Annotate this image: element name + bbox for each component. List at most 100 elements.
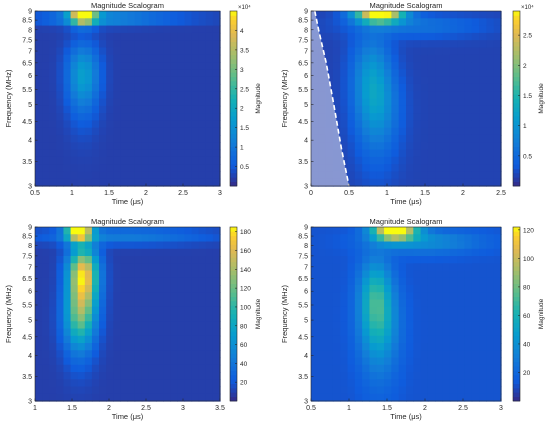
heatmap-cell bbox=[35, 149, 43, 158]
heatmap-cell bbox=[369, 314, 378, 322]
heatmap-cell bbox=[113, 386, 121, 395]
heatmap-cell bbox=[141, 32, 150, 41]
heatmap-cell bbox=[84, 292, 93, 301]
heatmap-cell bbox=[340, 127, 349, 136]
heatmap-cell bbox=[413, 364, 422, 373]
heatmap-cell bbox=[427, 171, 436, 180]
heatmap-cell bbox=[442, 25, 451, 34]
heatmap-cell bbox=[205, 277, 214, 286]
heatmap-cell bbox=[70, 292, 79, 301]
heatmap-cell bbox=[354, 263, 363, 272]
heatmap-cell bbox=[427, 134, 436, 143]
heatmap-cell bbox=[427, 350, 436, 359]
heatmap-cell bbox=[205, 142, 214, 151]
heatmap-cell bbox=[113, 393, 121, 402]
heatmap-cell bbox=[449, 178, 458, 187]
heatmap-cell bbox=[113, 299, 121, 308]
heatmap-cell bbox=[113, 120, 121, 129]
heatmap-cell bbox=[35, 386, 43, 395]
heatmap-cell bbox=[376, 350, 385, 359]
heatmap-cell bbox=[435, 171, 444, 180]
heatmap-cell bbox=[362, 142, 371, 151]
heatmap-cell bbox=[332, 314, 341, 322]
heatmap-cell bbox=[77, 149, 86, 158]
heatmap-cell bbox=[170, 248, 178, 257]
heatmap-cell bbox=[177, 91, 186, 100]
heatmap-cell bbox=[471, 335, 480, 344]
heatmap-cell bbox=[398, 25, 407, 34]
heatmap-cell bbox=[362, 178, 371, 187]
colorbar-exponent: ×10⁴ bbox=[521, 4, 534, 11]
heatmap-cell bbox=[99, 76, 107, 85]
heatmap-cell bbox=[127, 372, 136, 380]
heatmap-cell bbox=[413, 277, 422, 286]
heatmap-cell bbox=[106, 47, 114, 56]
heatmap-cell bbox=[35, 164, 43, 173]
heatmap-cell bbox=[369, 335, 378, 344]
heatmap-cell bbox=[435, 306, 444, 315]
heatmap-cell bbox=[457, 105, 466, 114]
heatmap-cell bbox=[127, 299, 136, 308]
y-tick-label: 7.5 bbox=[22, 253, 32, 260]
heatmap-cell bbox=[127, 285, 136, 293]
heatmap-cell bbox=[427, 343, 436, 351]
heatmap-cell bbox=[311, 248, 319, 257]
heatmap-cell bbox=[49, 393, 57, 402]
heatmap-cell bbox=[457, 98, 466, 107]
heatmap-cell bbox=[120, 32, 129, 41]
heatmap-cell bbox=[493, 350, 502, 359]
heatmap-cell bbox=[184, 248, 193, 257]
heatmap-cell bbox=[198, 277, 207, 286]
heatmap-cell bbox=[427, 149, 436, 158]
heatmap-cell bbox=[134, 113, 143, 121]
heatmap-cell bbox=[384, 18, 392, 27]
heatmap-cell bbox=[493, 40, 502, 49]
heatmap-cell bbox=[106, 321, 114, 330]
heatmap-cell bbox=[99, 248, 107, 257]
heatmap-cell bbox=[486, 227, 495, 235]
heatmap-cell bbox=[340, 83, 349, 92]
heatmap-cell bbox=[212, 149, 221, 158]
colorbar-segment bbox=[230, 107, 237, 113]
heatmap-cell bbox=[435, 372, 444, 380]
heatmap-cell bbox=[205, 62, 214, 70]
heatmap-cell bbox=[354, 91, 363, 100]
heatmap-cell bbox=[471, 306, 480, 315]
heatmap-cell bbox=[177, 248, 186, 257]
heatmap-cell bbox=[449, 54, 458, 63]
heatmap-cell bbox=[70, 270, 79, 279]
heatmap-cell bbox=[148, 69, 157, 78]
heatmap-cell bbox=[205, 263, 214, 272]
heatmap-cell bbox=[63, 127, 72, 136]
heatmap-cell bbox=[106, 306, 114, 315]
heatmap-cell bbox=[77, 263, 86, 272]
heatmap-cell bbox=[155, 98, 164, 107]
colorbar-segment bbox=[513, 85, 520, 91]
heatmap-cell bbox=[170, 120, 178, 129]
heatmap-cell bbox=[471, 379, 480, 388]
heatmap-cell bbox=[120, 69, 129, 78]
heatmap-cell bbox=[384, 32, 392, 41]
colorbar-frame bbox=[512, 226, 521, 402]
heatmap-cell bbox=[464, 335, 473, 344]
heatmap-cell bbox=[84, 62, 93, 70]
y-tick-label: 3.5 bbox=[22, 374, 32, 381]
heatmap-cell bbox=[163, 270, 171, 279]
heatmap-cell bbox=[406, 227, 414, 235]
heatmap-cell bbox=[369, 285, 378, 293]
heatmap-cell bbox=[99, 234, 107, 243]
heatmap-cell bbox=[347, 105, 356, 114]
heatmap-cell bbox=[369, 149, 378, 158]
heatmap-cell bbox=[449, 292, 458, 301]
heatmap-cell bbox=[369, 256, 378, 264]
heatmap-cell bbox=[99, 156, 107, 165]
heatmap-cell bbox=[442, 256, 451, 264]
heatmap-cell bbox=[325, 350, 334, 359]
heatmap-cell bbox=[99, 393, 107, 402]
heatmap-cell bbox=[464, 47, 473, 56]
heatmap-cell bbox=[464, 164, 473, 173]
heatmap-cell bbox=[384, 314, 392, 322]
heatmap-cell bbox=[493, 54, 502, 63]
heatmap-cell bbox=[42, 18, 50, 27]
heatmap-cell bbox=[49, 314, 57, 322]
